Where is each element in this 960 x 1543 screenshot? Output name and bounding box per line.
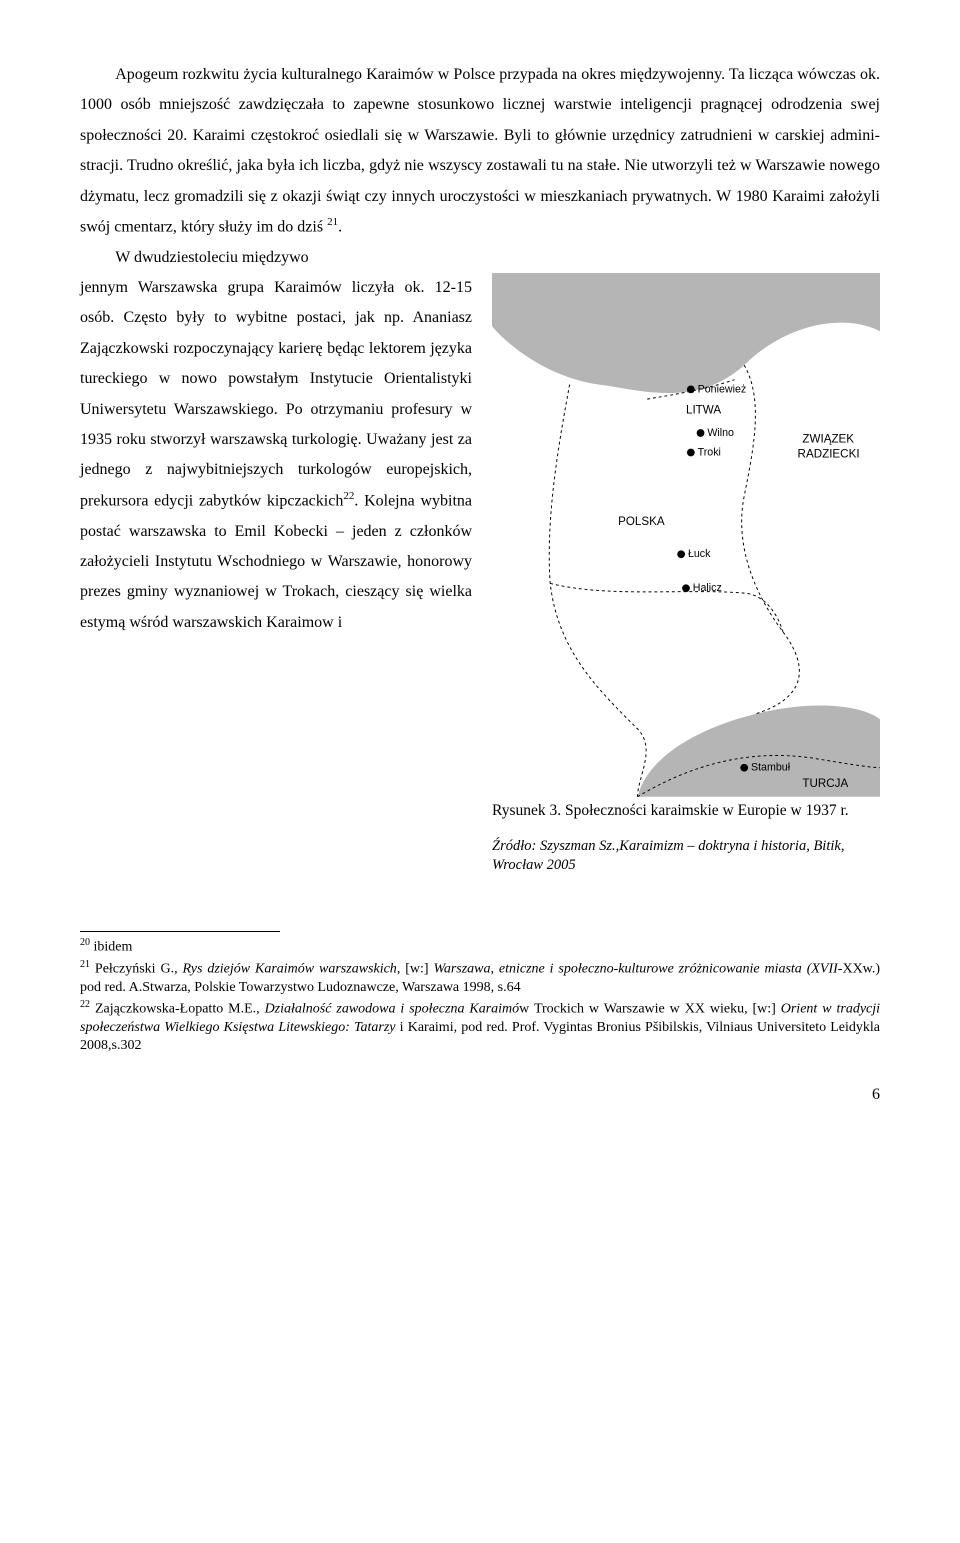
marker-poniewiez [687,386,695,394]
p2c-text: . Kolejna wybitna po­stać warszawska to … [80,492,472,631]
footnote-ref-22: 22 [343,490,354,502]
fn21-i2: Warszawa, etniczne i społeczno-kulturowe… [433,962,842,977]
fn22-a: Zajączkowska-Łopatto M.E., [95,1002,265,1017]
p1-end: . [338,218,342,235]
figure-source: Źródło: Szyszman Sz.,Karaimizm – doktryn… [492,837,880,875]
fn20-text: ibidem [94,940,133,955]
footnote-20: 20 ibidem [80,936,880,957]
fn21-a: Pełczyński G., [95,962,183,977]
figure-source-label: Źródło: Szyszma [492,838,588,854]
left-column: jennym Warszawska grupa Kara­imów liczył… [80,273,472,638]
footnote-22: 22 Zajączkowska-Łopatto M.E., Działalnoś… [80,998,880,1055]
marker-stambul [740,764,748,772]
marker-troki [687,449,695,457]
label-turcja: TURCJA [802,777,848,790]
map-svg: Poniewież LITWA Wilno Troki ZWIĄZEK RADZ… [492,273,880,797]
p1-text: Apogeum rozkwitu życia kulturalnego Kara… [80,66,880,235]
label-troki: Troki [698,446,721,458]
fn22-i: Działalność zawodowa i społeczna Karaimó [265,1002,520,1017]
marker-luck [677,550,685,558]
label-zwiazek-2: RADZIECKI [798,447,860,460]
fn-no-22: 22 [80,999,90,1010]
right-column: Poniewież LITWA Wilno Troki ZWIĄZEK RADZ… [492,273,880,889]
label-zwiazek-1: ZWIĄZEK [802,433,854,446]
label-wilno: Wilno [707,427,734,439]
label-litwa: LITWA [686,404,721,417]
figure-3-map: Poniewież LITWA Wilno Troki ZWIĄZEK RADZ… [492,273,880,875]
p2a-text: W dwudziestoleciu międzywo­ [115,249,308,266]
label-stambul: Stambuł [751,762,791,774]
fn21-b: , [w:] [397,962,434,977]
label-poniewiez: Poniewież [698,383,747,395]
footnote-21: 21 Pełczyński G., Rys dziejów Karaimów w… [80,958,880,997]
marker-wilno [697,429,705,437]
paragraph-1: Apogeum rozkwitu życia kulturalnego Kara… [80,60,880,243]
p2b-text: jennym Warszawska grupa Kara­imów liczył… [80,279,472,509]
footnote-ref-21: 21 [327,216,338,228]
label-halicz: Halicz [693,582,722,594]
fn22-b: w Trockich w Warszawie w XX wieku, [w:] [519,1002,781,1017]
page-number: 6 [80,1080,880,1110]
marker-halicz [682,584,690,592]
fn21-i: Rys dziejów Karaimów warszawskich [182,962,396,977]
paragraph-2-lead: W dwudziestoleciu międzywo­ [80,243,880,273]
fn-no-21: 21 [80,959,90,970]
label-polska: POLSKA [618,515,665,528]
two-column-region: jennym Warszawska grupa Kara­imów liczył… [80,273,880,889]
paragraph-2-body: jennym Warszawska grupa Kara­imów liczył… [80,273,472,638]
footnotes: 20 ibidem 21 Pełczyński G., Rys dziejów … [80,936,880,1055]
label-luck: Łuck [688,548,711,560]
fn-no-20: 20 [80,937,90,948]
figure-caption: Rysunek 3. Społeczności karaimskie w Eur… [492,801,880,822]
